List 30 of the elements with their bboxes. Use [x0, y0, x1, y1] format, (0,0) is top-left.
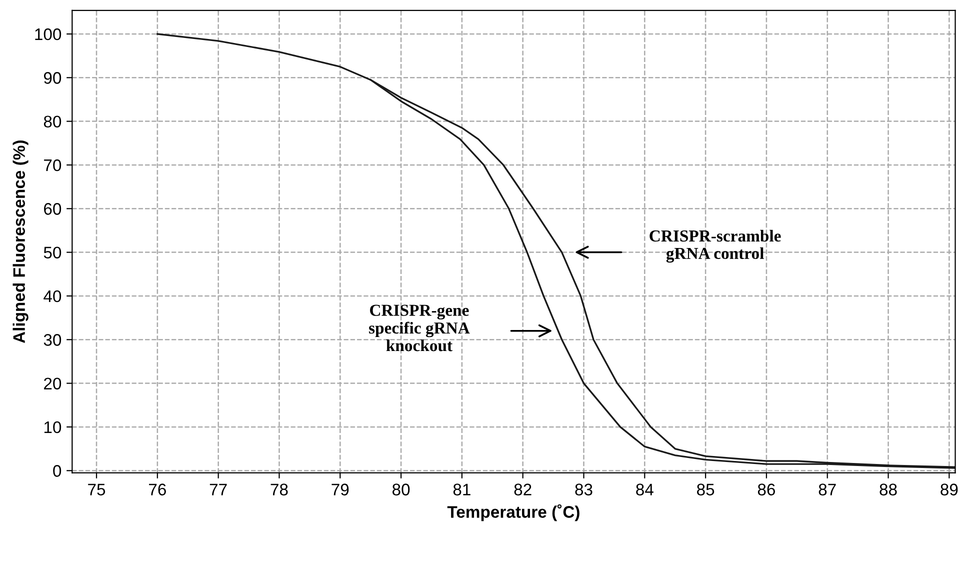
annotation: CRISPR-gene specific gRNA knockout: [369, 304, 470, 352]
y-tick-label: 80: [44, 116, 62, 128]
x-tick-label: 82: [514, 484, 532, 496]
y-tick-label: 0: [53, 465, 62, 477]
y-axis-title: Aligned Fluorescence (%): [12, 140, 28, 344]
x-axis-title: Temperature (˚C): [447, 504, 580, 522]
x-tick-label: 87: [818, 484, 836, 496]
y-tick-label: 40: [44, 290, 62, 302]
x-tick-label: 83: [575, 484, 592, 496]
x-tick-label: 86: [758, 484, 775, 496]
x-tick-label: 88: [880, 484, 897, 496]
annotation: CRISPR-scramble gRNA control: [650, 230, 781, 263]
x-tick-label: 78: [270, 484, 288, 496]
y-tick-label: 30: [44, 334, 62, 346]
y-tick-label: 10: [44, 421, 62, 434]
x-tick-label: 76: [149, 484, 166, 496]
y-tick-label: 90: [44, 72, 62, 84]
y-tick-label: 20: [44, 378, 62, 390]
y-tick-label: 50: [44, 246, 62, 259]
x-tick-label: 79: [332, 484, 349, 496]
y-tick-label: 70: [44, 159, 62, 172]
x-tick-label: 85: [697, 484, 714, 496]
y-tick-label: 100: [35, 28, 62, 40]
x-tick-label: 77: [210, 484, 227, 496]
x-tick-label: 84: [636, 484, 654, 496]
x-tick-label: 81: [453, 484, 470, 496]
y-tick-label: 60: [44, 203, 62, 215]
x-tick-label: 80: [392, 484, 410, 496]
x-tick-label: 75: [88, 484, 106, 496]
x-tick-label: 89: [940, 484, 958, 496]
